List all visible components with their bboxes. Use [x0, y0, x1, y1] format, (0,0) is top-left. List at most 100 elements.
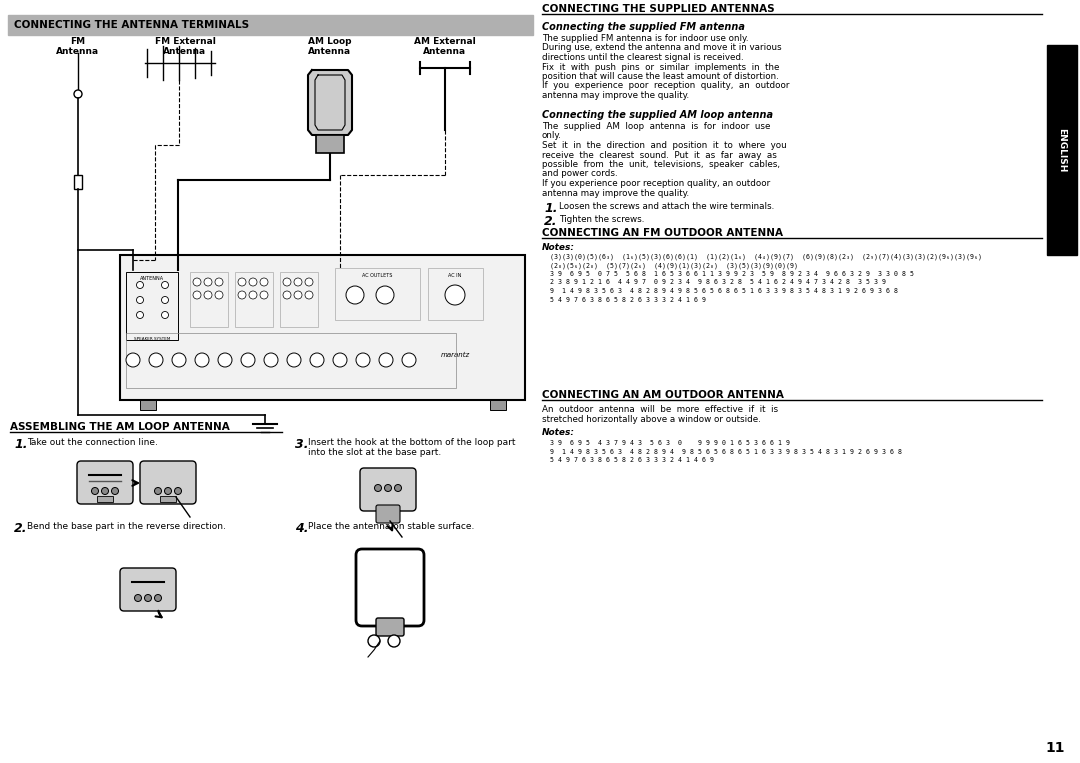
Text: Notes:: Notes: — [542, 428, 575, 437]
Circle shape — [379, 353, 393, 367]
Circle shape — [175, 488, 181, 494]
Circle shape — [264, 353, 278, 367]
Circle shape — [75, 90, 82, 98]
Bar — [120, 255, 525, 400]
Text: FM External
Antenna: FM External Antenna — [154, 37, 215, 56]
Circle shape — [136, 311, 144, 318]
Circle shape — [402, 353, 416, 367]
Circle shape — [249, 278, 257, 286]
Text: Notes:: Notes: — [542, 243, 575, 252]
Bar — [126, 272, 178, 340]
Text: Bend the base part in the reverse direction.: Bend the base part in the reverse direct… — [27, 522, 226, 531]
Text: (2₈)(5₆)(2₈)  (5)(7)(2₆)  (4)(9)(1)(3)(2₈)  (3)(5)(3)(9)(0)(9): (2₈)(5₆)(2₈) (5)(7)(2₆) (4)(9)(1)(3)(2₈)… — [542, 262, 798, 269]
Text: Take out the connection line.: Take out the connection line. — [27, 438, 158, 447]
Text: 5 4 9 7 6 3 8 6 5 8 2 6 3 3 3 2 4 1 4 6 9: 5 4 9 7 6 3 8 6 5 8 2 6 3 3 3 2 4 1 4 6 … — [542, 457, 714, 463]
Circle shape — [193, 278, 201, 286]
Circle shape — [346, 286, 364, 304]
Circle shape — [154, 488, 162, 494]
Circle shape — [218, 353, 232, 367]
FancyBboxPatch shape — [360, 468, 416, 511]
Circle shape — [283, 278, 291, 286]
Text: 9  1 4 9 8 3 5 6 3  4 8 2 8 9 4  9 8 5 6 5 6 8 6 5 1 6 3 3 9 8 3 5 4 8 3 1 9 2 6: 9 1 4 9 8 3 5 6 3 4 8 2 8 9 4 9 8 5 6 5 … — [542, 449, 902, 455]
Text: AM Loop
Antenna: AM Loop Antenna — [308, 37, 352, 56]
Text: Connecting the supplied FM antenna: Connecting the supplied FM antenna — [542, 22, 745, 32]
Text: 11: 11 — [1045, 741, 1065, 755]
Bar — [190, 272, 228, 327]
Text: ANTENNA: ANTENNA — [140, 276, 164, 281]
Text: position that will cause the least amount of distortion.: position that will cause the least amoun… — [542, 72, 779, 81]
Circle shape — [204, 291, 212, 299]
Circle shape — [164, 488, 172, 494]
Circle shape — [193, 291, 201, 299]
Circle shape — [162, 282, 168, 288]
Circle shape — [305, 278, 313, 286]
Text: 2 3 8 9 1 2 1 6  4 4 9 7  0 9 2 3 4  9 8 6 3 2 8  5 4 1 6 2 4 9 4 7 3 4 2 8  3 5: 2 3 8 9 1 2 1 6 4 4 9 7 0 9 2 3 4 9 8 6 … — [542, 279, 886, 285]
Circle shape — [287, 353, 301, 367]
Circle shape — [384, 485, 391, 491]
Circle shape — [260, 291, 268, 299]
Bar — [8, 15, 534, 35]
Bar — [335, 268, 420, 320]
Text: AC IN: AC IN — [448, 273, 461, 278]
Text: 1.: 1. — [14, 438, 27, 451]
Text: Set  it  in  the  direction  and  position  it  to  where  you: Set it in the direction and position it … — [542, 141, 786, 150]
Text: antenna may improve the quality.: antenna may improve the quality. — [542, 188, 689, 198]
Circle shape — [260, 278, 268, 286]
Bar — [280, 272, 318, 327]
Circle shape — [215, 291, 222, 299]
Text: The  supplied  AM  loop  antenna  is  for  indoor  use: The supplied AM loop antenna is for indo… — [542, 122, 770, 131]
Text: directions until the clearest signal is received.: directions until the clearest signal is … — [542, 53, 744, 62]
Circle shape — [238, 291, 246, 299]
Circle shape — [375, 485, 381, 491]
Text: possible  from  the  unit,  televisions,  speaker  cables,: possible from the unit, televisions, spe… — [542, 160, 780, 169]
Circle shape — [445, 285, 465, 305]
Text: CONNECTING AN AM OUTDOOR ANTENNA: CONNECTING AN AM OUTDOOR ANTENNA — [542, 390, 784, 400]
Text: Connecting the supplied AM loop antenna: Connecting the supplied AM loop antenna — [542, 110, 773, 120]
Text: only.: only. — [542, 131, 562, 140]
Text: CONNECTING THE ANTENNA TERMINALS: CONNECTING THE ANTENNA TERMINALS — [14, 20, 249, 30]
FancyBboxPatch shape — [376, 618, 404, 636]
Text: Loosen the screws and attach the wire terminals.: Loosen the screws and attach the wire te… — [559, 202, 774, 211]
Text: The supplied FM antenna is for indoor use only.: The supplied FM antenna is for indoor us… — [542, 34, 748, 43]
Text: Fix  it  with  push  pins  or  similar  implements  in  the: Fix it with push pins or similar impleme… — [542, 63, 780, 72]
Circle shape — [294, 291, 302, 299]
FancyBboxPatch shape — [120, 568, 176, 611]
Text: 2.: 2. — [544, 215, 557, 228]
Bar — [490, 400, 507, 410]
Circle shape — [310, 353, 324, 367]
Circle shape — [172, 353, 186, 367]
Circle shape — [92, 488, 98, 494]
Text: and power cords.: and power cords. — [542, 169, 618, 179]
Text: stretched horizontally above a window or outside.: stretched horizontally above a window or… — [542, 415, 760, 424]
Text: marantz: marantz — [441, 352, 470, 358]
FancyBboxPatch shape — [376, 505, 400, 523]
Polygon shape — [308, 70, 352, 135]
Circle shape — [154, 594, 162, 601]
Text: If you experience poor reception quality, an outdoor: If you experience poor reception quality… — [542, 179, 770, 188]
Text: 4.: 4. — [295, 522, 309, 535]
Circle shape — [136, 297, 144, 304]
Circle shape — [126, 353, 140, 367]
Bar — [235, 272, 273, 327]
Text: ENGLISH: ENGLISH — [1057, 128, 1067, 172]
Text: FM
Antenna: FM Antenna — [56, 37, 99, 56]
Circle shape — [195, 353, 210, 367]
Bar — [126, 333, 456, 388]
Bar — [160, 496, 176, 502]
Circle shape — [333, 353, 347, 367]
Bar — [140, 400, 156, 410]
Circle shape — [135, 594, 141, 601]
Bar — [97, 496, 113, 502]
Text: (3)(3)(0)(5)(6₃)  (1₆)(5)(3)(6)(6)(1)  (1)(2)(1₆)  (4₄)(9)(7)  (6)(9)(8)(2₃)  (2: (3)(3)(0)(5)(6₃) (1₆)(5)(3)(6)(6)(1) (1)… — [542, 254, 982, 260]
Circle shape — [102, 488, 108, 494]
Circle shape — [111, 488, 119, 494]
Text: receive  the  clearest  sound.  Put  it  as  far  away  as: receive the clearest sound. Put it as fa… — [542, 150, 777, 159]
Circle shape — [388, 635, 400, 647]
Text: 9  1 4 9 8 3 5 6 3  4 8 2 8 9 4 9 8 5 6 5 6 8 6 5 1 6 3 3 9 8 3 5 4 8 3 1 9 2 6 : 9 1 4 9 8 3 5 6 3 4 8 2 8 9 4 9 8 5 6 5 … — [542, 288, 897, 294]
Bar — [1047, 45, 1077, 255]
Bar — [75, 175, 82, 189]
Text: AM External
Antenna: AM External Antenna — [414, 37, 476, 56]
Text: ASSEMBLING THE AM LOOP ANTENNA: ASSEMBLING THE AM LOOP ANTENNA — [10, 422, 230, 432]
Text: AC OUTLETS: AC OUTLETS — [362, 273, 392, 278]
Bar — [316, 135, 345, 153]
